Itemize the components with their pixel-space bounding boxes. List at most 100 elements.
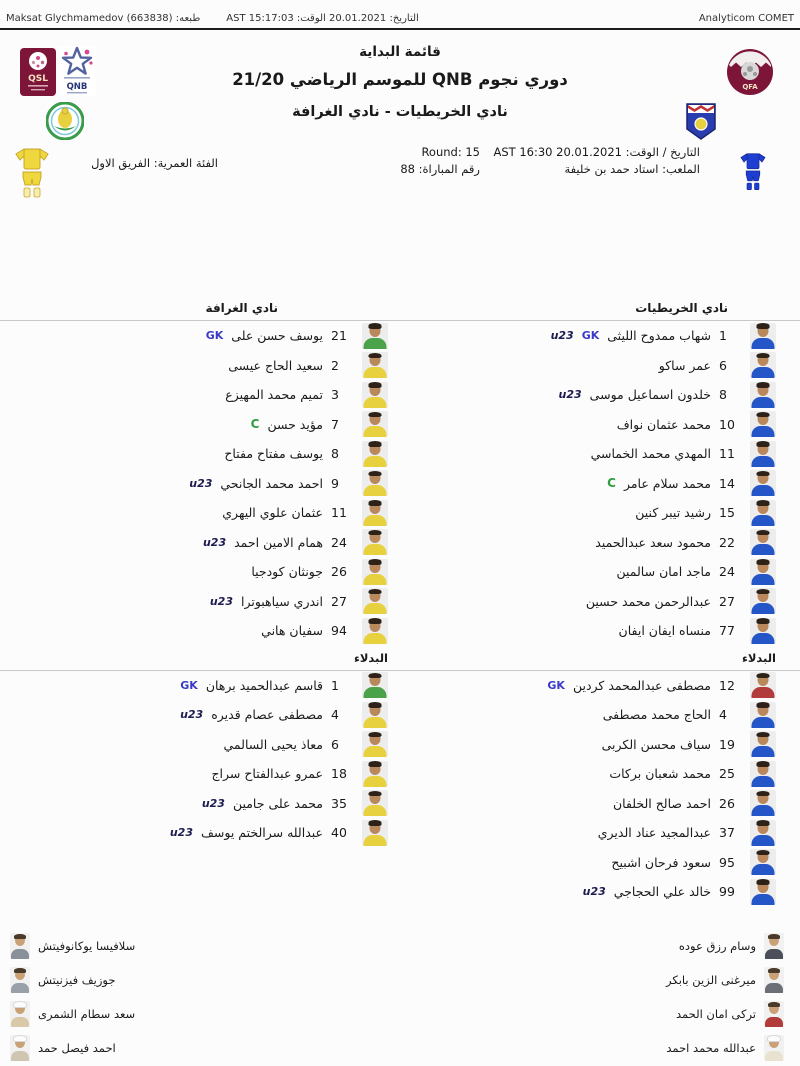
player-name: محمد شعبان بركات (609, 766, 711, 782)
player-name: مصطفى عبدالمحمد كردين (572, 677, 711, 693)
player-row: 4 مصطفى عصام قديره u23 (0, 700, 400, 730)
staff-name: وسام رزق عوده (678, 938, 756, 953)
staff-photo (764, 932, 784, 959)
player-row: 8 يوسف مفتاح مفتاح (0, 439, 400, 469)
app-name: Analyticom COMET (698, 13, 794, 24)
officials-section (0, 200, 800, 294)
player-row: 24 ماجد امان سالمين (400, 557, 800, 587)
u23-badge: u23 (550, 329, 574, 343)
staff-role (270, 963, 530, 997)
player-photo (750, 381, 776, 408)
staff-row: سعد سطام الشمرى (10, 997, 270, 1031)
doc-title: قائمة البداية (359, 44, 441, 60)
player-number: 6 (331, 736, 339, 752)
player-photo (750, 819, 776, 846)
player-number: 27 (719, 593, 735, 609)
player-photo (362, 411, 388, 438)
player-number: 11 (719, 446, 735, 462)
svg-text:QSL: QSL (28, 74, 48, 84)
player-photo (750, 440, 776, 467)
player-number: 95 (719, 854, 735, 870)
player-row: 9 احمد محمد الجانحي u23 (0, 469, 400, 499)
player-photo (750, 588, 776, 615)
player-photo (362, 790, 388, 817)
captain-badge: C (607, 476, 616, 491)
staff-name: احمد فيصل حمد (38, 1040, 116, 1055)
staff-list-kharaitiyat: وسام رزق عوده ميرغنى الزين بابكر تركى ام… (530, 929, 800, 1065)
qnb-stars-league-logo: QNB (58, 46, 96, 96)
staff-row: احمد فيصل حمد (10, 1031, 270, 1065)
staff-row: جوزيف فيزنيتش (10, 963, 270, 997)
svg-text:QFA: QFA (742, 83, 758, 91)
staff-row: ميرغنى الزين بابكر (530, 963, 784, 997)
player-number: 21 (331, 328, 347, 344)
player-name: ماجد امان سالمين (616, 564, 711, 580)
player-row: 27 اندري سياهبوترا u23 (0, 587, 400, 617)
player-name: سياف محسن الكربى (601, 736, 711, 752)
player-row: 6 عمر ساكو (400, 351, 800, 381)
player-row: 3 تميم محمد المهيزع (0, 380, 400, 410)
u23-badge: u23 (582, 885, 606, 899)
team-name-kharaitiyat: نادي الخريطيات (635, 301, 728, 315)
player-number: 99 (719, 884, 735, 900)
player-number: 25 (719, 766, 735, 782)
player-row: 14 محمد سلام عامر C (400, 469, 800, 499)
staff-roles (270, 929, 530, 1065)
staff-photo (10, 1000, 30, 1027)
player-number: 4 (719, 707, 727, 723)
staff-section: سلافيسا يوكانوفيتش جوزيف فيزنيتش سعد سطا… (0, 929, 800, 1065)
player-photo (362, 731, 388, 758)
staff-photo (10, 932, 30, 959)
player-photo (750, 352, 776, 379)
player-row: 26 جونثان كودجيا (0, 557, 400, 587)
player-row: 35 محمد على جامين u23 (0, 789, 400, 819)
starters-list-gharafa: 21 يوسف حسن على GK 2 سعيد الحاج عيسى 3 ت… (0, 321, 400, 646)
player-name: خالد علي الحجاجي (613, 884, 711, 900)
player-row: 15 رشيد تيبر كنين (400, 498, 800, 528)
player-photo (750, 878, 776, 905)
player-photo (750, 470, 776, 497)
staff-photo (10, 1034, 30, 1061)
player-name: همام الامين احمد (234, 534, 323, 550)
player-photo (362, 819, 388, 846)
player-number: 6 (719, 357, 727, 373)
player-number: 4 (331, 707, 339, 723)
player-row: 77 منساه ايفان ايفان (400, 616, 800, 646)
al-kharaitiyat-club-logo (686, 103, 716, 140)
player-name: عمرو عبدالفتاح سراج (211, 766, 323, 782)
staff-row: وسام رزق عوده (530, 929, 784, 963)
print-datetime: التاريخ: 20.01.2021 الوقت: AST 15:17:03 (226, 13, 419, 24)
player-name: محمد سلام عامر (623, 475, 711, 491)
player-name: جونثان كودجيا (251, 564, 323, 580)
player-photo (362, 701, 388, 728)
player-row: 1 قاسم عبدالحميد برهان GK (0, 671, 400, 701)
player-name: رشيد تيبر كنين (635, 505, 711, 521)
staff-role (270, 929, 530, 963)
player-photo (362, 617, 388, 644)
player-number: 15 (719, 505, 735, 521)
player-name: الحاج محمد مصطفى (602, 707, 711, 723)
player-row: 99 خالد علي الحجاجي u23 (400, 877, 800, 907)
staff-role (270, 997, 530, 1031)
player-photo (362, 558, 388, 585)
u23-badge: u23 (169, 826, 193, 840)
player-row: 95 سعود فرحان اشبيح (400, 848, 800, 878)
player-number: 8 (331, 446, 339, 462)
team-headers: نادي الخريطيات نادي الغرافة (0, 294, 800, 321)
gk-badge: GK (581, 329, 600, 343)
staff-photo (764, 1034, 784, 1061)
player-row: 10 محمد عثمان نواف (400, 410, 800, 440)
player-name: محمود سعد عبدالحميد (595, 534, 711, 550)
player-row: 21 يوسف حسن على GK (0, 321, 400, 351)
player-photo (750, 558, 776, 585)
player-name: قاسم عبدالحميد برهان (205, 677, 323, 693)
competition-title: دوري نجوم QNB للموسم الرياضي 21/20 (232, 70, 568, 89)
player-photo (362, 352, 388, 379)
staff-photo (764, 1000, 784, 1027)
player-row: 1 شهاب ممدوح الليثى GK u23 (400, 321, 800, 351)
venue: الملعب: استاد حمد بن خليفة (564, 162, 700, 176)
staff-name: عبدالله محمد احمد (666, 1040, 756, 1055)
player-number: 77 (719, 623, 735, 639)
player-photo (750, 760, 776, 787)
player-number: 10 (719, 416, 735, 432)
